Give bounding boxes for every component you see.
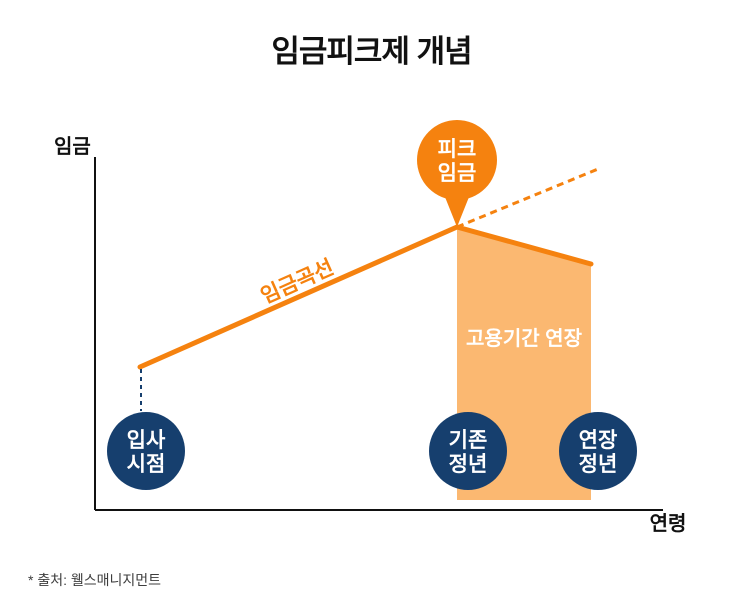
peak-badge-pointer xyxy=(443,192,471,227)
milestone-extended-retirement: 연장 정년 xyxy=(559,412,637,490)
extension-label: 고용기간 연장 xyxy=(466,327,583,350)
wage-curve-label: 임금곡선 xyxy=(257,256,337,308)
existing-retirement-label-line1: 기존 xyxy=(449,429,488,452)
existing-retirement-label-line2: 정년 xyxy=(449,453,488,476)
extended-retirement-circle xyxy=(559,412,637,490)
reduced-wage-line xyxy=(454,224,594,267)
hire-point-label-line1: 입사 xyxy=(127,429,166,452)
peak-badge-label-line1: 피크 xyxy=(438,138,477,161)
source-note: * 출처: 웰스매니지먼트 xyxy=(28,572,162,588)
x-axis-label: 연령 xyxy=(650,512,687,535)
peak-wage-badge: 피크 임금 xyxy=(417,120,497,227)
page-title: 임금피크제 개념 xyxy=(271,34,472,69)
milestone-hire-point: 입사 시점 xyxy=(107,412,185,490)
hire-point-circle xyxy=(107,412,185,490)
extended-retirement-label-line1: 연장 xyxy=(579,429,618,452)
projected-wage-dashed-line xyxy=(456,167,599,229)
hire-point-label-line2: 시점 xyxy=(127,453,166,476)
y-axis-label: 임금 xyxy=(54,135,91,158)
existing-retirement-circle xyxy=(429,412,507,490)
milestone-existing-retirement: 기존 정년 xyxy=(429,412,507,490)
wage-curve-line xyxy=(137,224,460,370)
extended-retirement-label-line2: 정년 xyxy=(579,453,618,476)
peak-badge-label-line2: 임금 xyxy=(438,162,477,185)
peak-badge-circle xyxy=(417,120,497,200)
